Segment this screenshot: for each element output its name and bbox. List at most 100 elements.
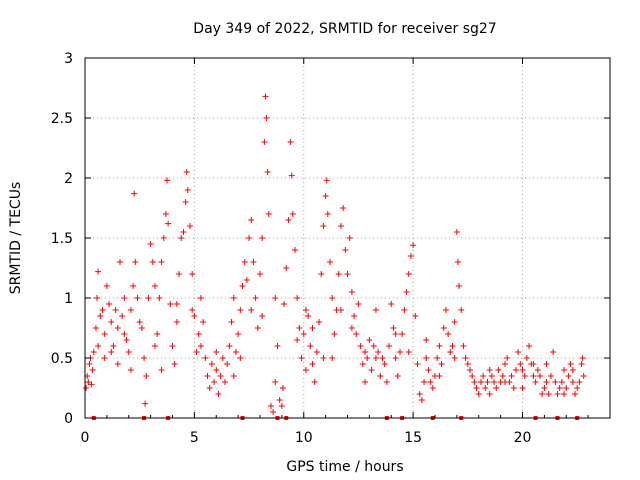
data-point bbox=[202, 355, 209, 361]
data-point bbox=[392, 355, 399, 361]
data-point bbox=[309, 325, 316, 331]
y-axis-label: SRMTID / TECUs bbox=[8, 182, 24, 295]
data-point bbox=[99, 307, 106, 313]
data-point bbox=[423, 355, 430, 361]
data-point bbox=[95, 268, 102, 275]
data-point bbox=[558, 379, 565, 385]
data-point bbox=[262, 93, 269, 100]
y-tick-label: 2 bbox=[64, 171, 73, 187]
data-point bbox=[329, 355, 336, 361]
data-point bbox=[416, 391, 423, 397]
data-point bbox=[311, 379, 318, 385]
data-point bbox=[309, 361, 316, 367]
data-point bbox=[103, 283, 110, 289]
data-point bbox=[532, 379, 539, 385]
data-point bbox=[543, 379, 550, 385]
data-point bbox=[342, 247, 349, 253]
data-point bbox=[329, 295, 336, 301]
data-point bbox=[372, 355, 379, 361]
data-point bbox=[442, 307, 449, 313]
data-point bbox=[313, 349, 320, 355]
data-point bbox=[372, 307, 379, 313]
x-tick-label: 0 bbox=[81, 430, 90, 446]
data-point bbox=[434, 355, 441, 361]
data-point bbox=[224, 361, 231, 367]
data-point bbox=[248, 307, 255, 313]
data-point bbox=[114, 325, 121, 331]
data-point bbox=[279, 385, 286, 391]
data-point bbox=[331, 331, 338, 337]
data-point bbox=[477, 379, 484, 385]
data-point bbox=[195, 331, 202, 337]
data-point bbox=[123, 337, 130, 343]
data-point bbox=[125, 349, 132, 355]
data-point bbox=[230, 295, 237, 301]
data-point bbox=[580, 373, 587, 379]
data-point bbox=[127, 367, 134, 373]
data-point bbox=[285, 217, 292, 223]
data-point bbox=[86, 361, 93, 367]
chart-title: Day 349 of 2022, SRMTID for receiver sg2… bbox=[193, 21, 496, 37]
data-point bbox=[121, 295, 128, 301]
data-point bbox=[108, 319, 115, 325]
data-point bbox=[243, 277, 250, 283]
data-point bbox=[213, 349, 220, 355]
y-tick-label: 0 bbox=[64, 411, 73, 427]
data-point bbox=[572, 391, 578, 397]
data-point bbox=[320, 355, 327, 361]
data-point bbox=[362, 349, 368, 355]
data-point bbox=[152, 343, 158, 349]
data-point bbox=[504, 355, 511, 361]
x-tick-label: 20 bbox=[514, 430, 532, 446]
data-point bbox=[480, 373, 487, 379]
data-point bbox=[119, 313, 126, 319]
data-point bbox=[403, 289, 410, 295]
data-point bbox=[167, 301, 174, 307]
data-point bbox=[495, 367, 502, 373]
data-point bbox=[464, 361, 471, 367]
data-point bbox=[493, 385, 500, 391]
data-point bbox=[89, 367, 96, 373]
data-point bbox=[486, 391, 493, 397]
data-point bbox=[288, 172, 295, 179]
data-point bbox=[517, 361, 524, 367]
data-point bbox=[508, 373, 515, 379]
data-point bbox=[390, 325, 397, 331]
data-point bbox=[143, 373, 150, 379]
data-point bbox=[423, 337, 430, 343]
data-point bbox=[250, 259, 257, 265]
data-point bbox=[473, 385, 480, 391]
data-point bbox=[110, 343, 117, 349]
data-point bbox=[554, 391, 561, 397]
data-point bbox=[392, 331, 399, 337]
data-point bbox=[526, 343, 533, 349]
data-point bbox=[189, 271, 196, 277]
data-point bbox=[521, 373, 528, 379]
data-point bbox=[134, 295, 141, 301]
x-axis-label: GPS time / hours bbox=[286, 459, 403, 475]
data-point bbox=[445, 331, 452, 337]
data-point bbox=[370, 343, 377, 349]
data-point bbox=[324, 211, 331, 217]
data-point bbox=[298, 355, 305, 361]
data-point bbox=[88, 381, 95, 388]
data-point bbox=[565, 373, 572, 379]
data-point bbox=[121, 331, 128, 337]
data-point bbox=[484, 379, 491, 385]
data-point bbox=[405, 271, 412, 277]
data-point bbox=[101, 331, 108, 337]
data-point bbox=[276, 397, 283, 403]
data-point bbox=[379, 355, 386, 361]
data-point bbox=[574, 385, 581, 391]
data-point bbox=[429, 385, 436, 391]
data-point bbox=[576, 379, 583, 385]
data-point bbox=[259, 313, 266, 319]
data-point bbox=[272, 295, 279, 301]
data-point bbox=[346, 235, 353, 241]
data-point bbox=[158, 259, 165, 265]
data-point bbox=[83, 385, 90, 391]
data-point bbox=[114, 361, 121, 367]
data-point bbox=[427, 379, 434, 385]
data-point bbox=[302, 367, 309, 373]
